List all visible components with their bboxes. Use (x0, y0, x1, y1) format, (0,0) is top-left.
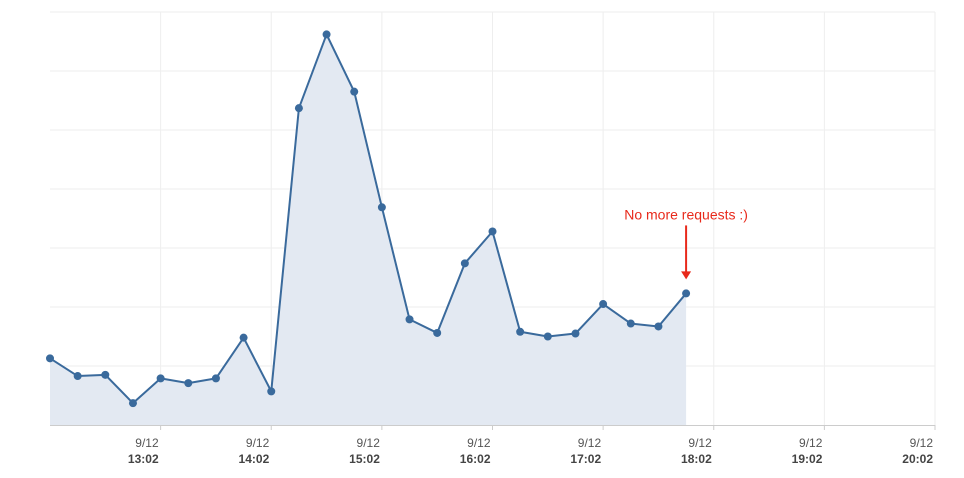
x-tick-label-date: 9/12 (246, 436, 270, 450)
x-tick-label-time: 13:02 (128, 452, 159, 466)
data-point (350, 87, 359, 96)
data-point (46, 354, 54, 363)
data-point (433, 328, 442, 337)
data-point (322, 30, 331, 39)
data-point (156, 374, 165, 383)
x-tick-label-time: 19:02 (792, 452, 823, 466)
data-point (377, 203, 386, 212)
data-point (682, 289, 691, 298)
x-tick-label-date: 9/12 (135, 436, 159, 450)
x-tick-label-time: 14:02 (239, 452, 270, 466)
data-point (73, 372, 82, 381)
data-point (460, 259, 469, 268)
data-point (599, 300, 608, 309)
data-point (294, 104, 303, 113)
data-point (239, 333, 248, 342)
x-tick-label-date: 9/12 (910, 436, 934, 450)
x-tick-label-date: 9/12 (688, 436, 712, 450)
x-tick-label-date: 9/12 (357, 436, 381, 450)
x-tick-label-time: 16:02 (460, 452, 491, 466)
x-tick-label-time: 15:02 (349, 452, 380, 466)
data-point (543, 332, 552, 341)
series-area (50, 34, 687, 426)
series-line (49, 33, 687, 405)
data-point (211, 374, 220, 383)
annotation-arrow-head (681, 271, 692, 280)
annotation-layer: No more requests :) (624, 206, 748, 280)
data-point (654, 322, 663, 331)
data-point (405, 315, 414, 324)
point-layer (46, 30, 691, 408)
area-layer (50, 34, 687, 426)
line-layer (49, 33, 687, 405)
data-point (626, 319, 635, 328)
data-point (488, 227, 497, 236)
x-tick-label-time: 18:02 (681, 452, 712, 466)
x-tick-label-time: 17:02 (570, 452, 601, 466)
grid-layer (50, 11, 936, 425)
data-point (516, 327, 525, 336)
data-point (101, 370, 110, 379)
x-tick-label-date: 9/12 (578, 436, 602, 450)
data-point (571, 329, 580, 338)
axis-layer: 9/12 13:02 9/12 14:02 9/12 15:02 9/12 16:02 9/12… (50, 425, 936, 466)
annotation-text: No more requests :) (624, 206, 748, 222)
data-point (128, 399, 137, 408)
x-tick-label-date: 9/12 (467, 436, 491, 450)
data-point (267, 387, 276, 396)
x-tick-label-time: 20:02 (902, 452, 933, 466)
data-point (184, 379, 193, 388)
x-tick-label-date: 9/12 (799, 436, 823, 450)
